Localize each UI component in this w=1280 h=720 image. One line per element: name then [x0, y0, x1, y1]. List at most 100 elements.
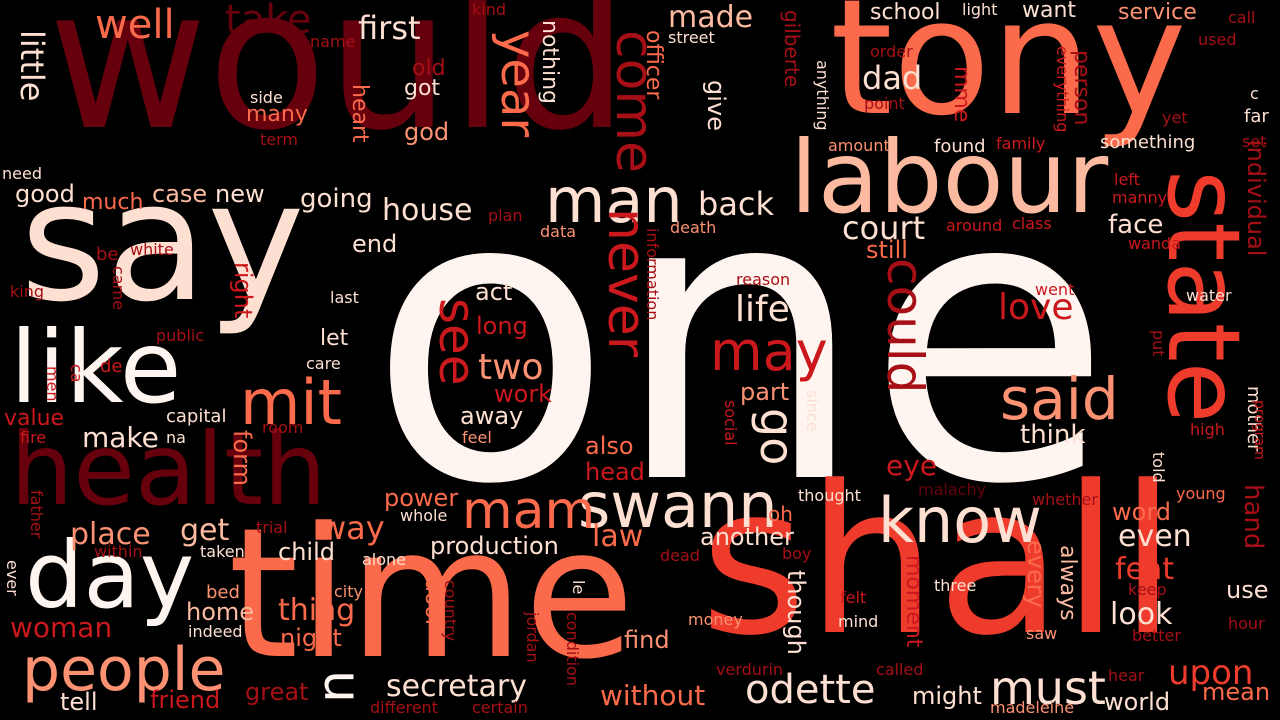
word: time — [228, 490, 635, 699]
word: hear — [1108, 666, 1145, 685]
word: form — [228, 430, 256, 486]
word: could — [876, 258, 934, 394]
word: came — [109, 266, 128, 311]
word: swann — [578, 469, 778, 542]
word: kind — [472, 0, 507, 19]
word: house — [382, 193, 473, 228]
word: well — [95, 2, 175, 48]
word: indeed — [188, 622, 243, 641]
word: world — [1104, 688, 1171, 716]
word: see — [428, 298, 486, 386]
word: set — [1242, 132, 1267, 151]
word: feel — [462, 428, 492, 447]
word: great — [245, 678, 309, 706]
word: friend — [150, 686, 221, 714]
word: shall — [700, 443, 1177, 681]
word: everything — [1053, 46, 1072, 133]
word: jordan — [523, 612, 542, 663]
word: might — [912, 682, 982, 710]
word: boy — [782, 544, 812, 563]
word: much — [82, 190, 144, 215]
word: taken — [200, 542, 245, 561]
word: men — [43, 366, 62, 402]
word: say — [20, 146, 305, 338]
word: term — [260, 130, 298, 149]
word: verdurin — [716, 660, 784, 679]
word: odette — [745, 667, 876, 713]
word: first — [358, 9, 421, 47]
word: whole — [400, 506, 448, 525]
word: may — [710, 320, 828, 383]
word: different — [370, 698, 438, 717]
word: money — [688, 610, 743, 629]
word: eye — [886, 449, 938, 482]
word: need — [2, 164, 42, 183]
word: word — [1112, 498, 1171, 526]
word: year — [490, 30, 546, 138]
word: love — [998, 287, 1074, 328]
word: plan — [488, 206, 523, 225]
word: used — [1198, 30, 1237, 49]
word: order — [870, 42, 913, 61]
word: found — [934, 136, 986, 157]
word: upon — [1168, 653, 1254, 693]
word: use — [1226, 576, 1269, 604]
word: left — [1114, 170, 1140, 189]
word: wanda — [1128, 234, 1181, 253]
word: little — [13, 30, 51, 102]
word: give — [702, 80, 730, 131]
word: officer — [641, 30, 666, 100]
word: young — [1176, 484, 1226, 503]
word: went — [1035, 280, 1075, 299]
word: would — [48, 0, 629, 173]
word: felt — [840, 588, 867, 607]
word: one — [368, 107, 1113, 572]
word: part — [740, 378, 790, 406]
word: life — [735, 289, 790, 330]
word: case — [152, 180, 208, 208]
word: information — [643, 228, 662, 321]
word: day — [25, 522, 195, 629]
word: u — [312, 670, 372, 703]
word: father — [27, 490, 46, 539]
word: away — [460, 402, 524, 430]
word: whether — [1032, 490, 1098, 509]
word: care — [306, 354, 341, 373]
word: put — [1149, 330, 1168, 357]
word: called — [876, 660, 924, 679]
word: call — [1228, 8, 1256, 27]
word: fire — [20, 428, 47, 447]
word: capital — [166, 406, 227, 427]
word: law — [592, 519, 644, 554]
word: long — [476, 312, 528, 340]
word: told — [1149, 452, 1168, 483]
word: new — [215, 180, 265, 208]
word: death — [670, 218, 717, 237]
word: dad — [862, 59, 923, 97]
word: power — [384, 484, 459, 512]
word: face — [1108, 210, 1164, 240]
word: look — [1110, 597, 1173, 632]
word: labour — [790, 119, 1109, 236]
word: without — [600, 679, 706, 712]
word: alone — [362, 550, 407, 569]
word: feat — [1115, 552, 1175, 587]
word: be — [96, 244, 119, 265]
word: good — [15, 180, 75, 208]
word: many — [246, 102, 308, 127]
word: c — [1250, 84, 1259, 103]
word: health — [10, 411, 327, 528]
word: every — [1022, 540, 1050, 608]
word: dead — [660, 546, 700, 565]
word: point — [864, 94, 905, 113]
word: let — [320, 326, 349, 351]
word: act — [475, 278, 513, 306]
word: always — [1055, 545, 1080, 621]
word: know — [878, 484, 1042, 557]
word: certain — [472, 698, 528, 717]
word: right — [229, 262, 257, 319]
word: ca — [67, 364, 86, 383]
word: anything — [813, 60, 832, 131]
word: ever — [3, 560, 22, 596]
word: since — [803, 390, 822, 432]
